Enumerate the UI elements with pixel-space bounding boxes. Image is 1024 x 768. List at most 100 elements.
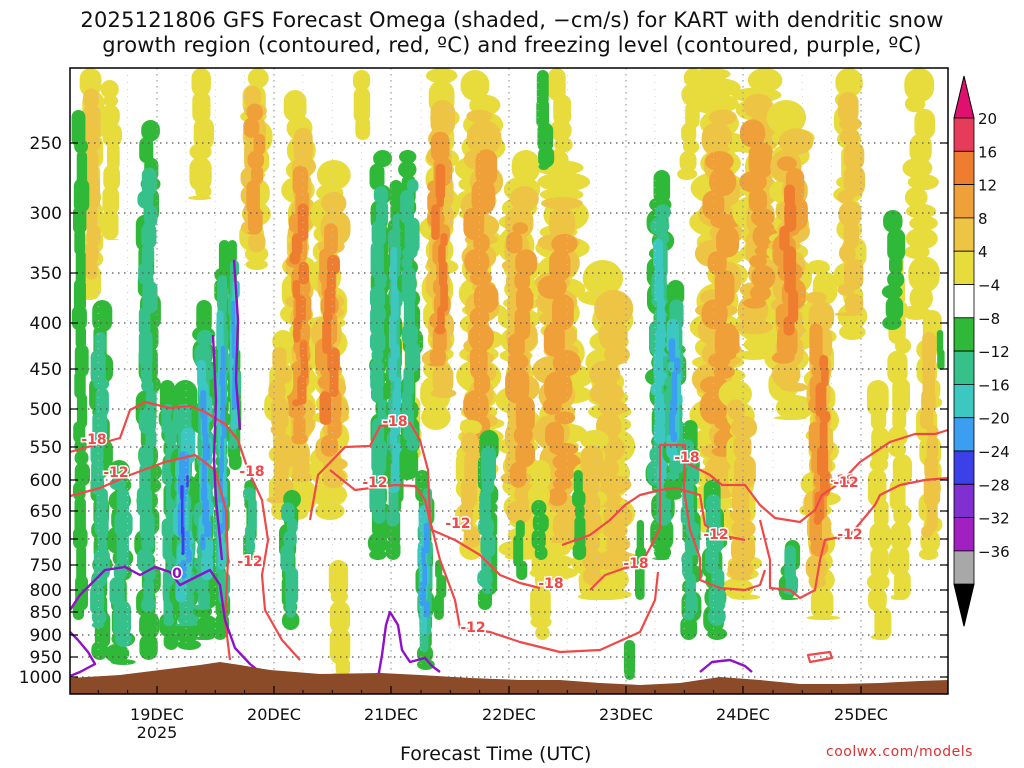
contour-label: -12 [362, 475, 387, 491]
omega-cell [92, 410, 108, 441]
credit-link[interactable]: coolwx.com/models [826, 744, 973, 760]
omega-cell [892, 406, 907, 431]
omega-cell [253, 133, 266, 156]
omega-cell [266, 496, 286, 504]
omega-cell [193, 117, 214, 150]
omega-cell [553, 94, 572, 126]
omega-cell [353, 86, 371, 124]
omega-cell [714, 270, 735, 307]
omega-cell [291, 433, 308, 445]
omega-cell [138, 329, 153, 368]
omega-cell [232, 364, 236, 394]
omega-cell [771, 360, 801, 389]
omega-cell [220, 435, 224, 463]
y-tick-label: 650 [30, 502, 62, 522]
colorbar-bottom-arrow [953, 583, 975, 627]
omega-cell [542, 397, 563, 415]
snow-growth-contour [308, 421, 660, 654]
omega-cell [248, 498, 257, 532]
omega-cell [669, 453, 680, 462]
omega-cell [234, 405, 238, 410]
omega-cell [844, 293, 864, 316]
omega-cell [748, 188, 768, 213]
omega-cell [186, 475, 189, 488]
omega-cell [543, 323, 565, 357]
omega-cell [783, 246, 797, 278]
omega-cell [805, 554, 828, 581]
omega-cell [532, 512, 549, 534]
omega-cell [71, 305, 87, 331]
omega-cell [681, 83, 703, 106]
omega-cell [636, 520, 644, 553]
omega-cell [552, 477, 572, 491]
omega-cell [834, 312, 858, 317]
snow-growth-contour [589, 443, 767, 592]
omega-cell [246, 103, 263, 122]
omega-cell [218, 457, 225, 474]
omega-cell [805, 291, 827, 304]
omega-cell [182, 529, 190, 554]
omega-cell [116, 532, 129, 570]
omega-cell [843, 164, 865, 197]
omega-cell [921, 525, 934, 538]
omega-cell [73, 526, 88, 550]
omega-cell [473, 282, 499, 314]
x-tick-label: 20DEC [247, 705, 301, 724]
omega-cell [889, 545, 910, 577]
omega-cell [285, 567, 299, 605]
omega-cell [370, 285, 386, 310]
omega-cell [881, 284, 903, 299]
omega-cell [589, 381, 624, 406]
omega-cell [537, 275, 567, 300]
y-tick-label: 700 [30, 530, 62, 550]
omega-cell [653, 170, 671, 204]
omega-cell [90, 584, 105, 616]
omega-cell [196, 329, 214, 347]
omega-cell [705, 494, 721, 531]
omega-cell [883, 210, 903, 233]
omega-cell [83, 242, 99, 265]
omega-cell [538, 163, 549, 170]
omega-cell [716, 226, 740, 258]
y-tick-label: 1000 [19, 668, 62, 688]
omega-cell [905, 227, 938, 250]
omega-cell [243, 487, 256, 501]
omega-cell [292, 399, 301, 407]
omega-cell [534, 545, 548, 560]
x-tick-label: 21DEC [364, 705, 418, 724]
omega-cell [463, 207, 485, 240]
omega-cell [707, 251, 727, 275]
omega-cell [870, 546, 889, 580]
omega-cell [370, 241, 384, 278]
x-year-label: 2025 [137, 723, 178, 742]
omega-cell [73, 481, 86, 501]
omega-cell [217, 275, 229, 312]
omega-cell [103, 94, 119, 107]
omega-cell [531, 460, 551, 490]
colorbar-label: −16 [978, 376, 1010, 394]
colorbar-swatch [953, 483, 975, 518]
omega-cell [247, 231, 259, 235]
omega-cell [839, 128, 860, 146]
omega-cell [370, 359, 384, 393]
omega-cell [293, 317, 302, 332]
omega-cell [902, 157, 933, 179]
omega-cell [554, 467, 576, 481]
omega-cell [283, 90, 307, 122]
omega-cell [773, 415, 807, 420]
omega-cell [683, 68, 703, 88]
omega-cell [598, 319, 628, 352]
omega-cell [93, 547, 110, 581]
omega-cell [407, 179, 419, 193]
omega-cell [274, 365, 293, 385]
omega-cell [423, 522, 430, 554]
contour-label: 0 [172, 566, 182, 582]
omega-cell [189, 156, 212, 192]
omega-cell [582, 550, 606, 572]
omega-cell [399, 446, 419, 480]
omega-cell [114, 629, 132, 647]
omega-cell [874, 607, 892, 640]
omega-cell [530, 615, 552, 629]
omega-cell [227, 438, 239, 450]
